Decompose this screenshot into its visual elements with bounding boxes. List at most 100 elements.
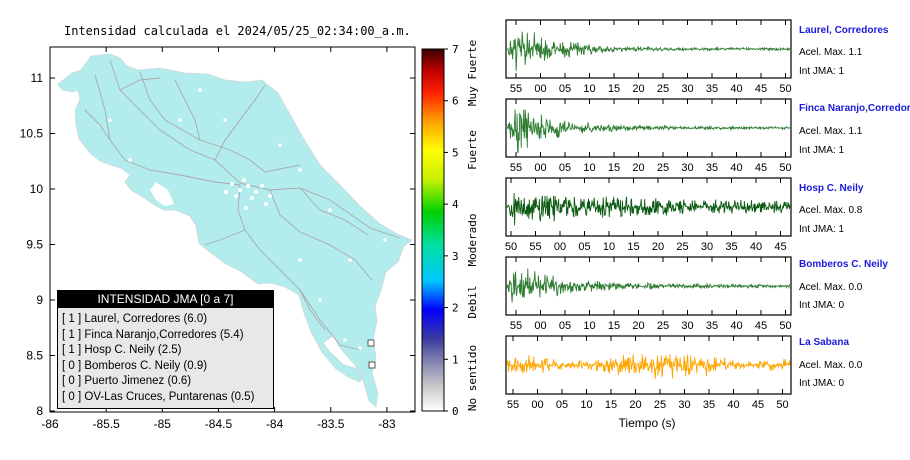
waveform-x-tick-label: 45 [774,241,786,253]
colorbar-labels: Muy Fuerte Fuerte Moderado Debil No sentido [466,40,479,411]
station-name: La Sabana [799,337,850,348]
station-name: Laurel, Corredores [799,25,889,36]
map-y-tick-label: 10.5 [20,127,44,141]
map-x-axis: -86 -85.5 -85 -84.5 -84 -83.5 -83 [41,47,396,431]
road-network [84,59,401,351]
waveform-x-tick-label: 10 [580,399,592,411]
waveform-x-tick-label: 50 [779,162,791,174]
waveform-x-tick-label: 15 [608,162,620,174]
waveform-x-tick-label: 35 [703,399,715,411]
station-accel: Acel. Max. 0.0 [799,282,863,293]
colorbar-tick-label: 1 [452,353,459,366]
waveform-x-tick-label: 55 [510,83,522,95]
waveform-x-tick-label: 40 [727,399,739,411]
waveform-x-tick-label: 25 [657,83,669,95]
waveform-x-tick-label: 05 [578,241,590,253]
waveform-panel: 50 55 00 05 10 15 20 25 30 35 40 45 [505,177,792,253]
waveform-x-tick-label: 00 [531,399,543,411]
station-jma: Int JMA: 0 [799,378,845,389]
waveform-panel: 55 00 05 10 15 20 25 30 35 40 45 50 [505,335,792,411]
waveform-trace [506,268,791,303]
waveform-x-tick-label: 05 [559,162,571,174]
map-x-tick-label: -83 [378,417,396,431]
map-y-tick-label: 10 [30,182,44,196]
waveform-x-tick-label: 05 [556,399,568,411]
colorbar-tick-label: 5 [452,146,459,159]
waveform-panel: 55 00 05 10 15 20 25 30 35 40 45 50 [505,256,792,332]
legend-row: [ 0 ] Puerto Jimenez (0.6) [62,375,192,387]
waveform-x-tick-label: 35 [706,83,718,95]
waveform-x-tick-label: 15 [608,83,620,95]
waveform-x-tick-label: 35 [725,241,737,253]
map-y-tick-label: 8.5 [26,349,43,363]
waveform-panel: 55 00 05 10 15 20 25 30 35 40 45 50 [505,98,792,174]
colorbar-tick-label: 7 [452,43,459,56]
waveform-x-tick-label: 00 [534,320,546,332]
waveform-x-tick-label: 50 [779,320,791,332]
waveform-x-tick-label: 50 [779,83,791,95]
legend-rows: [ 1 ] Laurel, Corredores (6.0) [ 1 ] Fin… [58,308,273,405]
station-name: Finca Naranjo,Corredores [799,103,910,114]
colorbar-tick-label: 0 [452,405,459,418]
waveform-x-tick-label: 20 [629,399,641,411]
colorbar-tick-label: 3 [452,250,459,263]
waveform-x-tick-label: 00 [554,241,566,253]
waveform-x-tick-label: 35 [706,162,718,174]
waveform-x-tick-label: 10 [583,320,595,332]
station-accel: Acel. Max. 0.8 [799,205,863,216]
waveform-x-tick-label: 10 [583,83,595,95]
waveform-x-tick-label: 15 [605,399,617,411]
colorbar-level-label: Fuerte [466,130,479,170]
waveform-trace [506,31,791,71]
map-title: Intensidad calculada el 2024/05/25_02:34… [64,24,411,38]
waveform-x-tick-label: 20 [632,83,644,95]
waveform-x-tick-label: 40 [730,162,742,174]
waveform-trace [506,354,791,379]
map-y-tick-label: 11 [31,71,44,85]
waveform-x-tick-label: 10 [603,241,615,253]
waveform-x-tick-label: 40 [730,83,742,95]
map-y-tick-label: 9 [36,293,43,307]
waveform-x-tick-label: 30 [701,241,713,253]
waveform-x-tick-label: 40 [730,320,742,332]
waveform-x-tick-label: 55 [529,241,541,253]
waveform-x-tick-label: 45 [755,320,767,332]
station-accel: Acel. Max. 1.1 [799,126,863,137]
legend-row: [ 1 ] Hosp C. Neily (2.5) [62,344,182,356]
map-x-tick-label: -84 [266,417,284,431]
station-jma: Int JMA: 1 [799,66,845,77]
colorbar-level-label: Muy Fuerte [466,40,479,106]
legend-row: [ 1 ] Laurel, Corredores (6.0) [62,313,208,325]
waveform-x-tick-label: 45 [755,162,767,174]
legend-row: [ 0 ] Bomberos C. Neily (0.9) [62,359,208,372]
waveform-x-tick-label: 10 [583,162,595,174]
colorbar: 7 6 5 4 3 2 1 0 Muy Fuerte Fuerte Moderado Debil No… [421,40,479,418]
station-name: Bomberos C. Neily [799,259,888,270]
nicoya-gulf [150,182,174,206]
map-y-axis: 11 10.5 10 9.5 9 8.5 8 [20,71,415,418]
waveform-x-tick-label: 40 [750,241,762,253]
waveform-x-tick-label: 20 [632,320,644,332]
waveform-x-tick-label: 25 [676,241,688,253]
map-x-tick-label: -83.5 [317,417,345,431]
colorbar-ticks: 7 6 5 4 3 2 1 0 [444,43,459,418]
waveform-x-tick-label: 25 [657,320,669,332]
time-axis-label: Tiempo (s) [619,416,676,430]
map-y-tick-label: 9.5 [26,238,43,252]
legend-row: [ 0 ] OV-Las Cruces, Puntarenas (0.5) [62,390,255,403]
epicenter-marker [367,339,375,347]
waveform-x-tick-label: 25 [654,399,666,411]
waveform-x-tick-label: 55 [507,399,519,411]
waveform-x-tick-label: 30 [681,83,693,95]
waveform-x-tick-label: 45 [755,83,767,95]
colorbar-tick-label: 4 [452,198,459,211]
waveform-x-tick-label: 30 [678,399,690,411]
colorbar-tick-label: 6 [452,95,459,108]
waveform-x-tick-label: 30 [681,162,693,174]
station-jma: Int JMA: 1 [799,145,845,156]
waveform-x-tick-label: 05 [559,320,571,332]
waveform-x-tick-label: 20 [652,241,664,253]
waveform-trace [507,109,791,154]
waveform-x-tick-label: 55 [510,320,522,332]
